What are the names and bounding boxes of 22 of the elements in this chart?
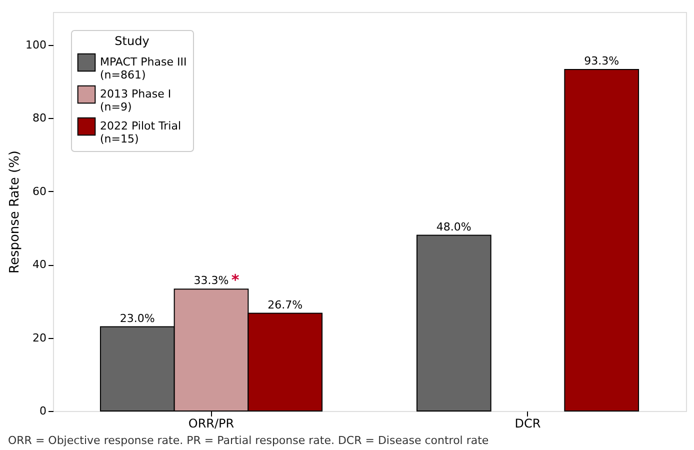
bar: [416, 234, 492, 412]
x-tick-label: DCR: [514, 416, 541, 430]
y-tick-label: 80: [32, 112, 46, 125]
y-axis-title: Response Rate (%): [8, 150, 23, 274]
legend-label: MPACT Phase III (n=861): [100, 56, 187, 82]
y-tick-label: 60: [32, 184, 46, 198]
x-tick-label: ORR/PR: [188, 416, 234, 430]
legend-label: 2022 Pilot Trial (n=15): [100, 120, 182, 146]
annotation: *: [231, 271, 240, 290]
y-tick-label: 0: [40, 404, 46, 418]
data-label: 23.0%: [120, 312, 155, 325]
data-label: 26.7%: [268, 298, 303, 312]
bar: [564, 68, 640, 412]
y-tick-label: 20: [32, 331, 46, 344]
y-tick-label: 100: [26, 38, 46, 52]
data-label: 48.0%: [436, 220, 472, 234]
y-tick-label: 40: [32, 258, 46, 272]
legend-label: 2013 Phase I (n=9): [100, 88, 172, 114]
data-label: 93.3%: [584, 54, 620, 68]
data-label: 33.3%: [194, 274, 229, 288]
legend-title: Study: [114, 34, 150, 48]
text: ORR = Objective response rate. PR = Partial response rate. DCR = Disease control rate: [8, 434, 489, 447]
